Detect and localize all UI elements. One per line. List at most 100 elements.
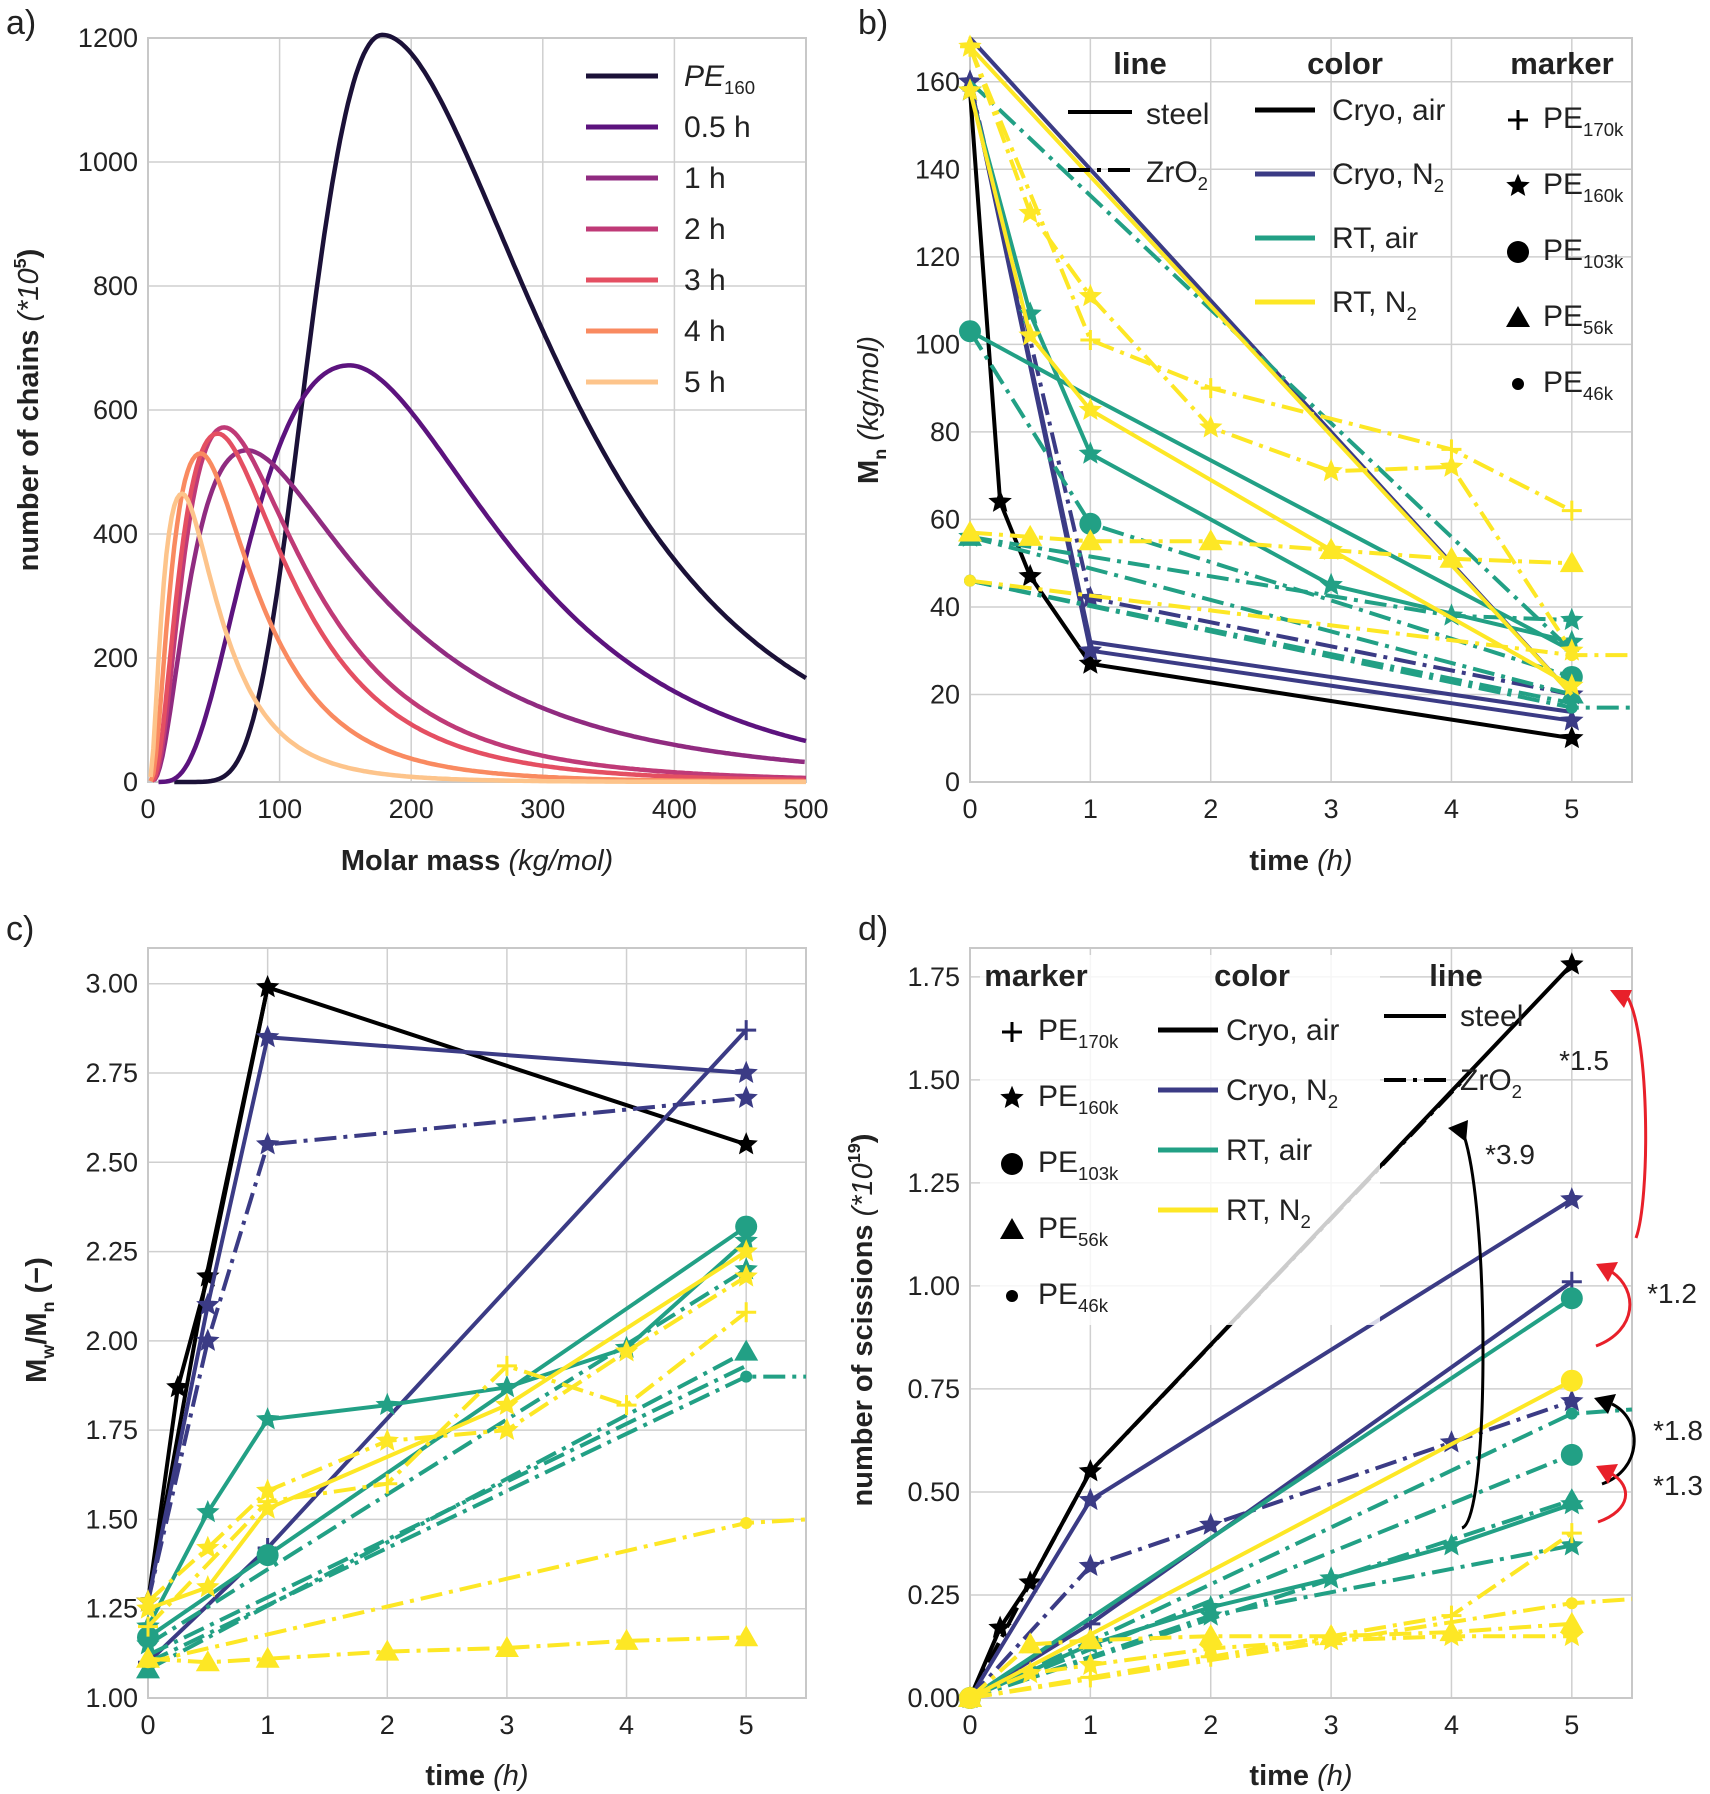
series-line-8: [969, 1498, 1573, 1700]
x-axis-label: Molar mass (kg/mol): [341, 845, 613, 877]
data-point: [740, 1370, 753, 1383]
data-point: [1439, 1623, 1464, 1647]
star-shape: [196, 1499, 220, 1523]
triangle-shape: [136, 1646, 160, 1668]
annotation-label: *1.5: [1559, 1045, 1609, 1076]
y-tick-label: 1.25: [907, 1168, 960, 1198]
plus-shape: [138, 1616, 158, 1637]
y-tick-label: 1.00: [907, 1271, 960, 1301]
triangle-shape: [195, 1650, 220, 1672]
panel-d: 0 1 2 3 4 5 0.00 0.25 0.50 0.75 1.00 1.25 1.50 1.75 ma…: [844, 910, 1703, 1792]
data-point: [255, 1407, 280, 1430]
legend-label: Cryo, air: [1332, 94, 1445, 127]
x-axis-label: time (h): [1249, 845, 1352, 877]
legend-label: PE46k: [1543, 366, 1614, 404]
data-point: [1565, 701, 1578, 714]
star-shape: [375, 1392, 399, 1416]
legend-label: 2 h: [684, 213, 726, 246]
data-point: [1560, 1187, 1584, 1210]
annotation-arrow: [1626, 997, 1648, 1239]
circle-shape: [1001, 1153, 1023, 1175]
legend-label: 0.5 h: [684, 111, 751, 144]
y-tick-label: 0.25: [907, 1580, 960, 1610]
triangle-shape: [1439, 546, 1464, 568]
data-point: [1199, 1603, 1223, 1626]
dot-shape: [740, 1517, 753, 1529]
annotation-arrowhead: [1596, 1464, 1618, 1484]
data-point: [1199, 1636, 1223, 1659]
y-axis-label: Mn (kg/mol): [853, 336, 890, 484]
legend-label: ZrO2: [1460, 1064, 1522, 1102]
legend-label: RT, N2: [1332, 286, 1417, 324]
x-tick-label: 2: [380, 1710, 395, 1740]
distribution-line-2: [152, 448, 805, 781]
star-shape: [1078, 397, 1103, 420]
triangle-shape: [1559, 551, 1584, 573]
data-point: [1560, 1287, 1583, 1310]
dot-shape: [964, 574, 976, 587]
data-point: [1560, 1533, 1584, 1556]
triangle-shape: [1559, 1611, 1584, 1633]
legend-label: PE160: [684, 60, 755, 98]
y-tick-label: 0: [945, 767, 960, 797]
dot-shape: [1565, 701, 1578, 714]
x-tick-label: 4: [1444, 1710, 1459, 1740]
star-shape: [1078, 441, 1103, 464]
circle-shape: [735, 1215, 758, 1238]
panel-b: 0 1 2 3 4 5 0 20 40 60 80 100 120 140 160 line color mark…: [853, 4, 1633, 877]
star-shape: [734, 1060, 758, 1083]
legend-label: steel: [1146, 98, 1209, 131]
data-point: [375, 1392, 399, 1416]
x-tick-label: 0: [140, 794, 155, 824]
data-point: [959, 320, 981, 343]
star-shape: [255, 1496, 280, 1519]
data-point: [1441, 439, 1462, 460]
legend-label: RT, N2: [1226, 1194, 1311, 1232]
distribution-line-4: [150, 431, 805, 783]
data-point: [196, 1328, 220, 1351]
star-shape: [1560, 673, 1584, 696]
star-shape: [1319, 572, 1343, 596]
legend-marker: [1508, 110, 1528, 130]
legend-label: 5 h: [684, 366, 726, 399]
annotation-arrow: [1601, 1402, 1636, 1486]
triangle-shape: [1018, 1632, 1043, 1654]
legend-header-marker: marker: [984, 958, 1087, 993]
data-point: [1439, 1533, 1464, 1556]
star-shape: [1018, 1660, 1042, 1684]
data-point: [136, 1596, 160, 1619]
data-point: [735, 1215, 758, 1238]
star-shape: [495, 1392, 519, 1416]
data-point: [1560, 1369, 1583, 1392]
legend-label: Cryo, N2: [1226, 1074, 1338, 1112]
x-tick-label: 5: [739, 1710, 754, 1740]
star-shape: [196, 1292, 220, 1316]
star-shape: [1078, 638, 1103, 661]
data-point: [494, 1636, 519, 1657]
triangle-shape: [1078, 1628, 1103, 1650]
plus-shape: [1561, 500, 1582, 521]
x-tick-label: 4: [619, 1710, 634, 1740]
x-tick-label: 1: [260, 1710, 275, 1740]
legend-marker: [1506, 173, 1530, 196]
circle-shape: [1560, 1443, 1583, 1466]
star-shape: [1560, 725, 1584, 749]
series-line-4: [968, 1399, 1573, 1700]
data-point: [1560, 1388, 1584, 1412]
series-line-9: [969, 1502, 1573, 1700]
distribution-line-6: [148, 491, 806, 785]
triangle-shape: [1506, 306, 1530, 327]
y-tick-label: 200: [93, 643, 138, 673]
triangle-shape: [614, 1628, 639, 1650]
triangle-shape: [1198, 529, 1223, 551]
x-tick-label: 5: [1564, 1710, 1579, 1740]
legend-label: PE46k: [1038, 1278, 1109, 1316]
data-point: [734, 1339, 759, 1361]
triangle-shape: [1078, 529, 1103, 551]
legend-label: PE103k: [1543, 234, 1624, 272]
legend-marker: [1000, 1085, 1024, 1108]
data-point: [958, 520, 982, 542]
star-shape: [1078, 1553, 1103, 1577]
star-shape: [1078, 1487, 1103, 1511]
